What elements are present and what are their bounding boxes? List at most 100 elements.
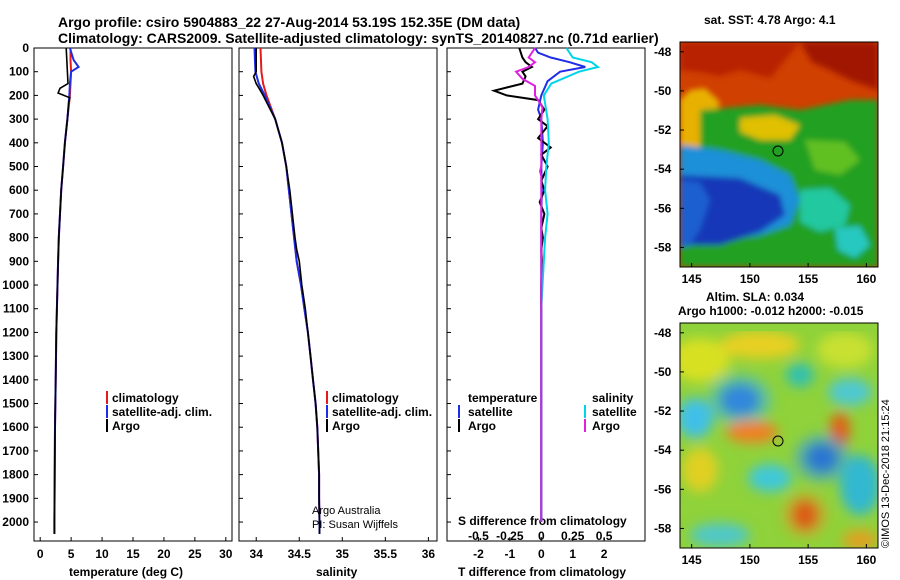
- sla-map: [680, 323, 878, 548]
- sst-yellow-tongue: [740, 115, 800, 140]
- depth-tick-label: 900: [9, 254, 29, 268]
- s-diff-tick-label: -0.25: [496, 529, 524, 543]
- difference-x-ticks: -2 -1 0 1 2: [473, 537, 608, 561]
- map-lat-tick-label: -58: [654, 240, 672, 254]
- sst-eddy-south: [835, 226, 870, 258]
- salinity-difference-x-ticks: -0.5 -0.25 0 0.25 0.5: [468, 529, 613, 543]
- x-tick-label: 2: [601, 547, 608, 561]
- legend-satellite-swatch: [326, 405, 328, 418]
- map-lon-tick-label: 160: [856, 272, 876, 286]
- depth-tick-label: 300: [9, 112, 29, 126]
- depth-tick-label: 1700: [2, 444, 29, 458]
- map-lat-tick-label: -58: [654, 521, 672, 535]
- s-diff-tick-label: -0.5: [468, 529, 489, 543]
- depth-tick-label: 100: [9, 65, 29, 79]
- legend-climatology: climatology: [332, 391, 399, 405]
- sla-blob: [786, 363, 814, 387]
- sla-blob: [817, 332, 873, 368]
- legend-s-satellite-swatch: [584, 405, 586, 418]
- t-difference-x-label: T difference from climatology: [458, 565, 626, 579]
- temperature-x-label: temperature (deg C): [69, 565, 183, 579]
- depth-tick-label: 1900: [2, 491, 29, 505]
- salinity-x-label: salinity: [316, 565, 358, 579]
- x-tick-label: 34.5: [288, 547, 312, 561]
- sst-southwest: [680, 180, 710, 248]
- depth-tick-label: 400: [9, 136, 29, 150]
- sst-float-marker: [772, 145, 784, 157]
- x-tick-label: 36: [422, 547, 436, 561]
- sla-blob: [842, 530, 878, 548]
- s-difference-x-label: S difference from climatology: [458, 514, 627, 528]
- map-lon-tick-label: 155: [798, 272, 818, 286]
- map-lat-tick-label: -54: [654, 162, 672, 176]
- sla-blob: [682, 448, 718, 492]
- sst-coldest-water: [680, 175, 785, 245]
- x-tick-label: 30: [219, 547, 233, 561]
- sla-x-ticks: 145 150 155 160: [682, 544, 877, 567]
- profile-series: [53, 47, 601, 534]
- depth-tick-label: 1000: [2, 278, 29, 292]
- sst-map-frame: [679, 41, 879, 268]
- sla-blob: [840, 455, 878, 515]
- legend-satellite-swatch: [106, 405, 108, 418]
- map-lon-tick-label: 150: [740, 553, 760, 567]
- map-lon-tick-label: 145: [682, 272, 702, 286]
- depth-tick-label: 800: [9, 231, 29, 245]
- depth-tick-label: 1600: [2, 420, 29, 434]
- legend-climatology: climatology: [112, 391, 179, 405]
- sla-title-line2: Argo h1000: -0.012 h2000: -0.015: [678, 304, 864, 318]
- legend-climatology-swatch: [106, 391, 108, 404]
- map-lon-tick-label: 145: [682, 553, 702, 567]
- x-tick-label: -1: [505, 547, 516, 561]
- difference-legend: temperature satellite Argo salinity sate…: [458, 391, 637, 433]
- legend-temperature-heading: temperature: [468, 391, 538, 405]
- sla-blob: [828, 378, 872, 406]
- sst-x-ticks: 145 150 155 160: [682, 263, 877, 286]
- x-tick-label: 35.5: [374, 547, 398, 561]
- sst-north-warm: [680, 42, 800, 78]
- series-line-argo: [53, 47, 71, 534]
- depth-tick-label: 0: [22, 41, 29, 55]
- legend-climatology-swatch: [326, 391, 328, 404]
- sla-map-frame: [679, 322, 879, 549]
- temperature-axes: [33, 47, 233, 542]
- temperature-x-ticks: 0 5 10 15 20 25 30: [37, 537, 233, 561]
- map-lat-tick-label: -48: [654, 326, 672, 340]
- x-tick-label: 20: [157, 547, 171, 561]
- sla-blob: [708, 374, 772, 426]
- sla-blob: [680, 338, 730, 382]
- sst-y-ticks: -48 -50 -52 -54 -56 -58: [654, 45, 684, 254]
- depth-tick-label: 2000: [2, 515, 29, 529]
- map-lat-tick-label: -56: [654, 482, 672, 496]
- sla-blob: [726, 421, 778, 443]
- legend-t-satellite: satellite: [468, 405, 513, 419]
- sla-float-marker: [772, 435, 784, 447]
- s-diff-tick-label: 0.5: [596, 529, 613, 543]
- sla-blob: [680, 398, 713, 438]
- depth-tick-label: 1100: [3, 302, 29, 316]
- sst-eddy-teal: [800, 188, 850, 232]
- x-tick-label: 34: [250, 547, 264, 561]
- depth-tick-label: 600: [9, 183, 29, 197]
- legend-s-argo: Argo: [592, 419, 620, 433]
- sst-light-green: [805, 140, 860, 175]
- sla-blob: [748, 464, 792, 492]
- x-tick-label: 15: [126, 547, 140, 561]
- legend-s-satellite: satellite: [592, 405, 637, 419]
- legend-s-argo-swatch: [584, 419, 586, 432]
- sst-field: [680, 42, 878, 267]
- salinity-axes: [238, 47, 438, 542]
- sst-northeast-warm: [800, 42, 878, 90]
- legend-t-argo-swatch: [458, 419, 460, 432]
- series-line-salinity-argo: [514, 47, 544, 522]
- sla-blob: [720, 331, 800, 359]
- depth-tick-label: 1400: [2, 373, 29, 387]
- depth-tick-labels: 0 100 200 300 400 500 600 700 800 900 1000 1100 1200…: [2, 41, 451, 529]
- map-lat-tick-label: -48: [654, 45, 672, 59]
- x-tick-label: 10: [95, 547, 109, 561]
- x-tick-label: 35: [336, 547, 350, 561]
- legend-argo-swatch: [326, 419, 328, 432]
- legend-argo-swatch: [106, 419, 108, 432]
- depth-tick-label: 500: [9, 160, 29, 174]
